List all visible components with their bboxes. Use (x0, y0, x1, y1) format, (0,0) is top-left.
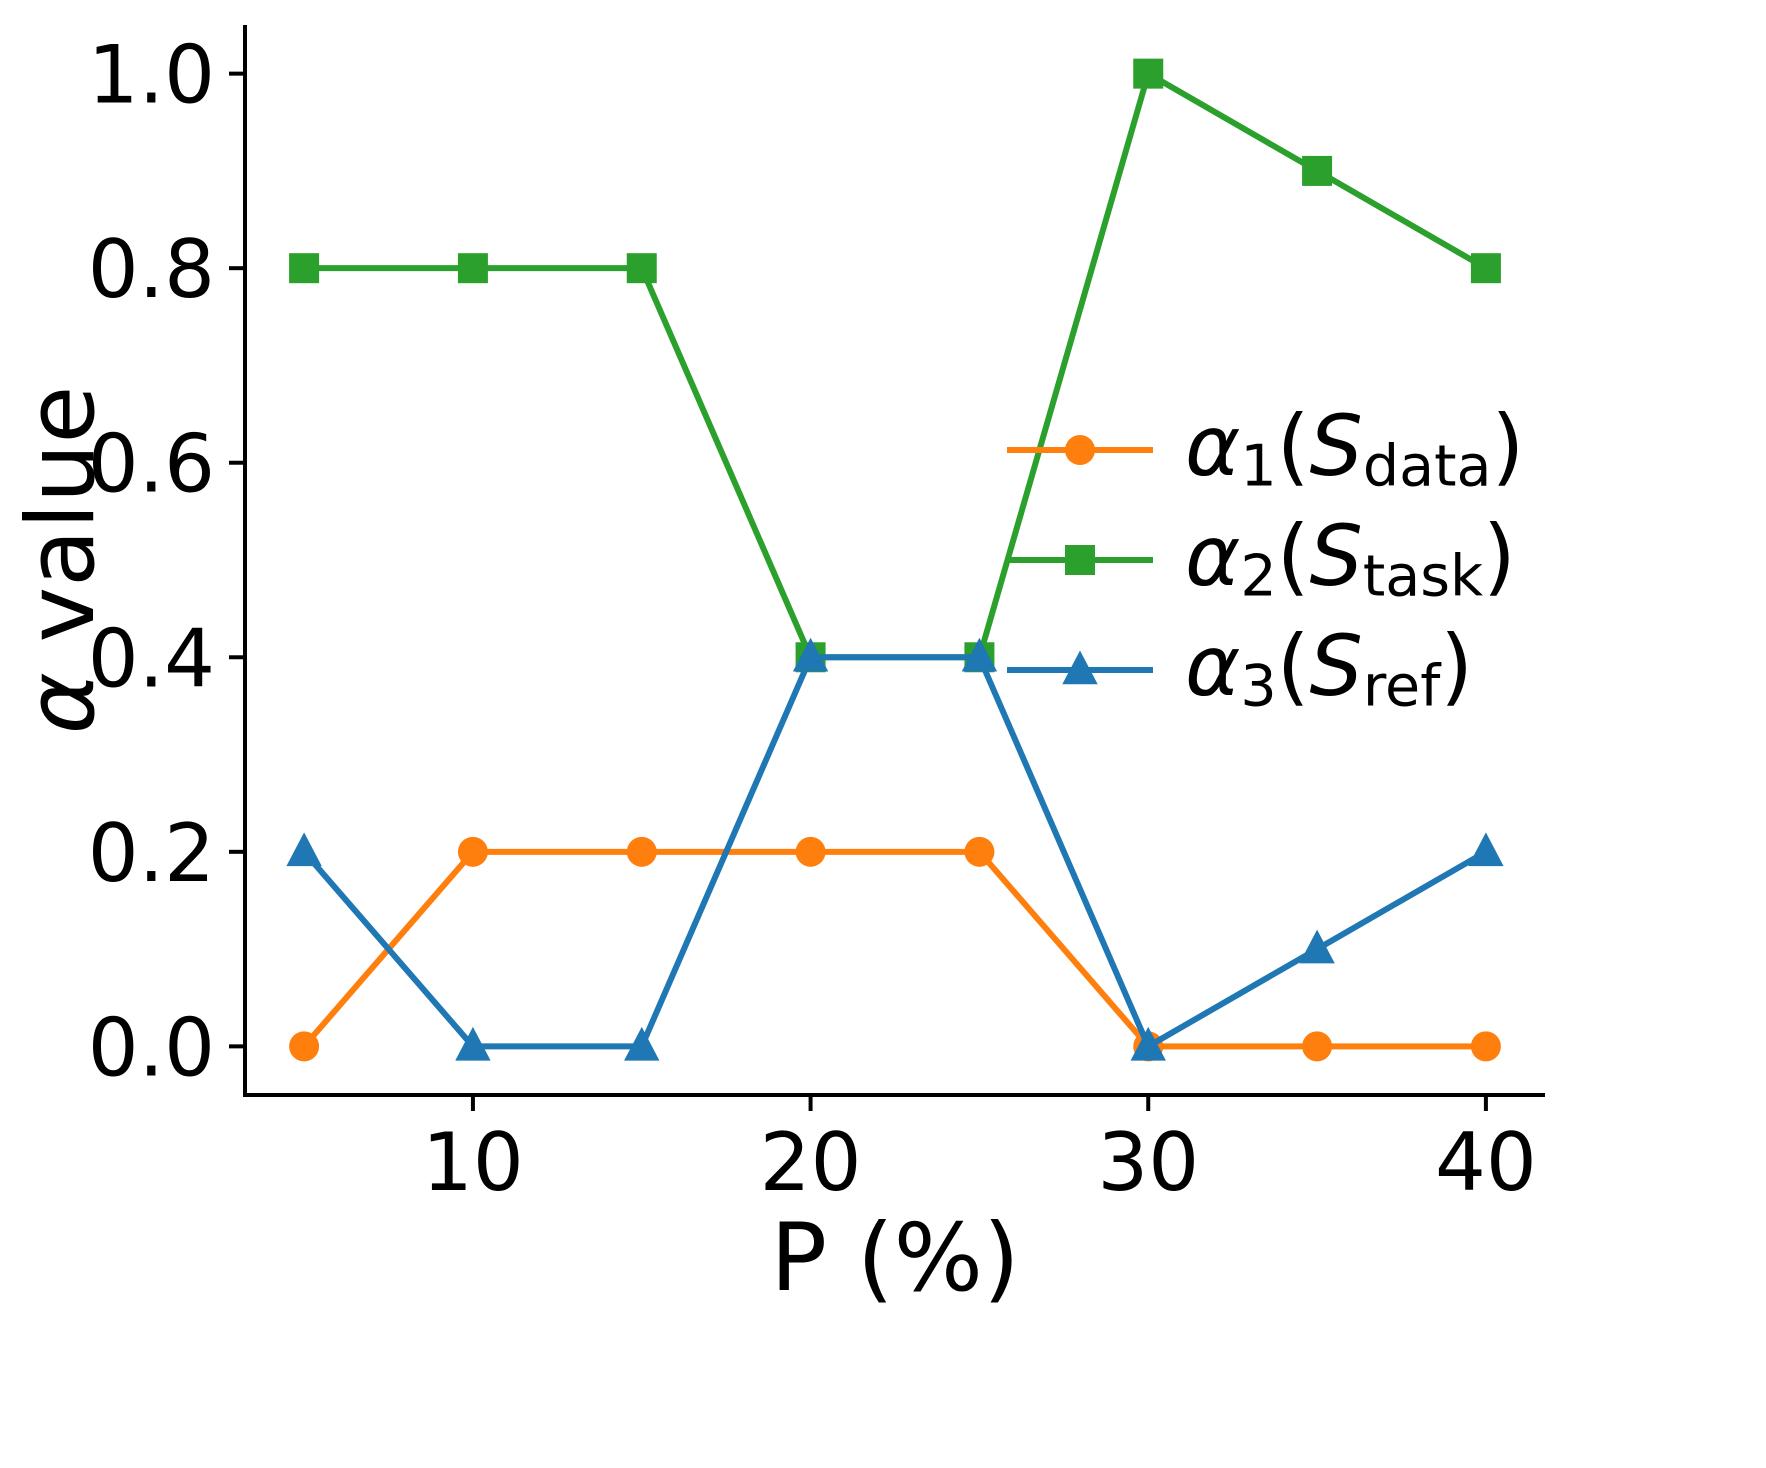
series-alpha1-s-data (289, 836, 1501, 1062)
marker-circle (457, 836, 488, 867)
marker-triangle (286, 832, 322, 867)
ylabel-alpha-symbol: α (7, 672, 116, 735)
marker-square (1065, 545, 1095, 575)
marker-circle (289, 1031, 320, 1062)
legend-label-alpha3-s-ref: α3(Sref) (1185, 617, 1474, 720)
x-tick-label: 30 (1097, 1116, 1199, 1209)
y-tick-label: 0.6 (88, 418, 215, 511)
marker-triangle (1468, 832, 1504, 867)
ylabel-text: value (7, 385, 116, 673)
marker-triangle (1062, 650, 1098, 685)
marker-square (1133, 58, 1164, 89)
marker-square (1470, 253, 1501, 284)
legend: α1(Sdata) α2(Stask) α3(Sref) (1005, 402, 1524, 718)
legend-item-alpha3-s-ref: α3(Sref) (1005, 622, 1524, 718)
marker-square (626, 253, 657, 284)
marker-circle (964, 836, 995, 867)
y-tick-label: 1.0 (88, 29, 215, 122)
marker-triangle (961, 637, 998, 672)
legend-item-alpha2-s-task: α2(Stask) (1005, 512, 1524, 608)
y-axis-ticks: 0.0 0.2 0.4 0.6 0.8 1.0 (88, 29, 245, 1094)
legend-label-alpha2-s-task: α2(Stask) (1185, 507, 1516, 610)
x-tick-label: 10 (422, 1116, 524, 1209)
x-tick-label: 20 (760, 1116, 862, 1209)
y-tick-label: 0.8 (88, 223, 215, 316)
marker-square (1302, 155, 1333, 186)
legend-swatch-triangle (1007, 650, 1153, 685)
x-axis-label: P (%) (770, 1204, 1020, 1313)
series-line (301, 654, 1489, 1050)
marker-triangle (1130, 1026, 1166, 1061)
series-alpha3-s-ref (286, 637, 1504, 1061)
marker-circle (1470, 1031, 1501, 1062)
marker-square (457, 253, 488, 284)
x-tick-label: 40 (1435, 1116, 1537, 1209)
marker-circle (1065, 435, 1095, 465)
legend-swatch-square (1007, 545, 1153, 575)
marker-triangle (792, 637, 829, 672)
y-tick-label: 0.2 (88, 807, 215, 900)
legend-item-alpha1-s-data: α1(Sdata) (1005, 402, 1524, 498)
marker-triangle (624, 1026, 660, 1061)
marker-triangle (1299, 929, 1335, 964)
marker-circle (795, 836, 826, 867)
y-axis-label: α value (7, 386, 116, 735)
marker-triangle (455, 1026, 491, 1061)
y-tick-label: 0.0 (88, 1001, 215, 1094)
legend-swatch-circle (1007, 435, 1153, 465)
series-line (301, 848, 1489, 1050)
legend-label-alpha1-s-data: α1(Sdata) (1185, 397, 1525, 500)
marker-circle (626, 836, 657, 867)
y-tick-label: 0.4 (88, 612, 215, 705)
marker-circle (1302, 1031, 1333, 1062)
marker-square (289, 253, 320, 284)
x-axis-ticks: 10 20 30 40 (422, 1095, 1537, 1209)
